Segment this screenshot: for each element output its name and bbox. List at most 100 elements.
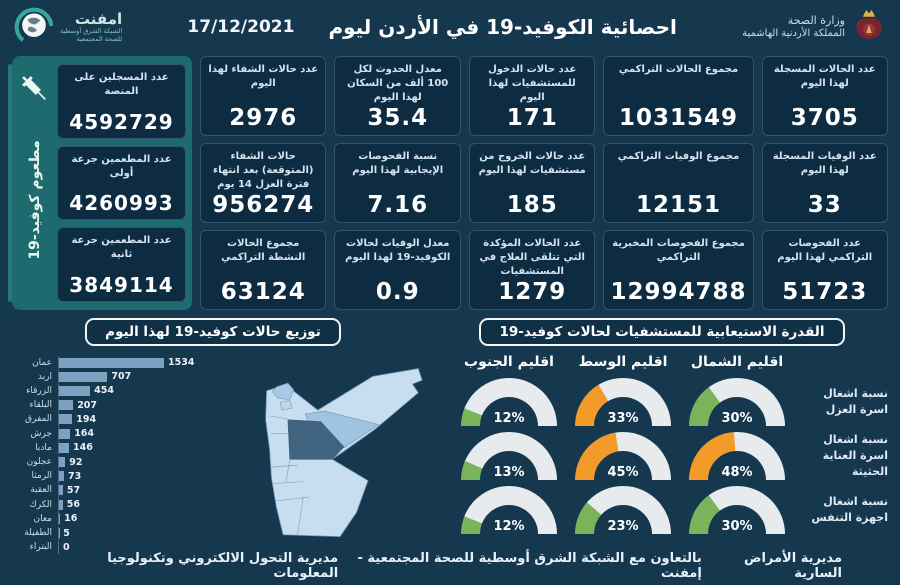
gauge: 30% [689, 486, 785, 534]
bar-value: 146 [73, 442, 93, 454]
stat-label: عدد حالات الدخول للمستشفيات لهذا اليوم [488, 64, 577, 103]
bar-row: معان 16 [0, 512, 228, 526]
gauge-cell: 12% [452, 486, 566, 534]
stat-label: عدد المطعمين جرعة ثانية [71, 235, 172, 261]
stat-label: عدد المطعمين جرعة أولى [71, 153, 172, 179]
stat-column: عدد الحالات المسجلة لهذا اليوم 3705 عدد ال… [761, 56, 888, 310]
bar-row: البلقاء 207 [0, 398, 228, 412]
bar-value: 0 [63, 541, 70, 553]
stat-label: مجموع الحالات النشطة التراكمي [221, 238, 306, 263]
bar [59, 513, 61, 524]
bar-value: 164 [74, 428, 95, 440]
emphnet-sub1: الشبكة الشرق أوسطية [60, 27, 123, 36]
gauge-value: 30% [721, 519, 753, 534]
stat-value: 7.16 [367, 192, 429, 218]
page-title: احصائية الكوفيد-19 في الأردن ليوم [328, 15, 677, 39]
gauge: 45% [575, 432, 671, 480]
stat-card: نسبة الفحوصات الإيجابية لهذا اليوم 7.16 [334, 143, 461, 223]
report-date: 17/12/2021 [187, 17, 295, 37]
bar-zone: 707 [58, 370, 228, 384]
bar-row: عمان 1534 [0, 356, 228, 369]
gauge: 48% [689, 432, 785, 480]
gauge-value: 13% [493, 465, 525, 480]
bar-zone: 73 [58, 469, 228, 483]
stat-label: عدد المسجلين على المنصة [74, 72, 169, 97]
bar-category-label: الزرقاء [26, 385, 52, 396]
bar-category-label: جرش [30, 428, 52, 439]
bar-value: 5 [63, 527, 70, 539]
vaccination-side-label: مطعوم كوفيد-19 [27, 140, 43, 260]
bottom-section: القدرة الاستيعابية للمستشفيات لحالات كوف… [12, 318, 888, 554]
left-accent-bar [8, 64, 12, 302]
bar-chart: عمان 1534 اربد 707 الزرقاء 454 البلقاء 207 المفر… [0, 352, 228, 560]
bar-category-label: الرمثا [31, 471, 53, 482]
bar-row: الرمثا 73 [0, 469, 228, 483]
stat-value: 33 [807, 192, 842, 218]
gauge-cell: 45% [566, 432, 680, 480]
bar-row: جرش 164 [0, 427, 228, 441]
gauge-cell: 30% [680, 378, 794, 426]
bar-zone: 56 [58, 498, 228, 512]
gauge: 12% [461, 378, 557, 426]
bar-row: عجلون 92 [0, 455, 228, 469]
stat-card: معدل الحدوث لكل 100 ألف من السكان لهذا ا… [334, 56, 461, 136]
stat-card: عدد الفحوصات التراكمي لهذا اليوم 51723 [761, 230, 888, 310]
stat-label: مجموع الوفيات التراكمي [617, 151, 740, 162]
vaccination-card: عدد المسجلين على المنصة 4592729 [57, 64, 186, 139]
vaccination-cards: عدد المسجلين على المنصة 4592729 عدد المطعم… [57, 64, 186, 303]
stat-card: حالات الشفاء (المتوقعة) بعد انتهاء فترة … [199, 143, 327, 223]
bar-row: المفرق 194 [0, 412, 228, 426]
gauge-cell: 30% [680, 486, 794, 534]
emphnet-text: امفنت الشبكة الشرق أوسطية للصحة المجتمعي… [60, 10, 122, 44]
gauge-row-label: نسبة اشغال اجهزة التنفس [811, 495, 888, 524]
stat-value: 3705 [790, 105, 859, 131]
bar [59, 457, 66, 468]
bar-category-label: الطفيلة [24, 528, 52, 539]
stat-value: 4260993 [69, 191, 174, 216]
gauge-value: 12% [493, 519, 525, 534]
gauge-row-label: نسبة اشغال اسرة العزل [823, 387, 888, 416]
stat-label: عدد حالات الخروج من مستشفيات لهذا اليوم [478, 151, 586, 176]
bar-category-label: العقبة [30, 485, 52, 496]
stat-label: عدد الوفيات المسجلة لهذا اليوم [772, 151, 877, 176]
stat-value: 35.4 [367, 105, 429, 131]
bar-category-label: المفرق [25, 414, 52, 425]
stat-value: 12151 [635, 192, 721, 218]
vaccination-card: عدد المطعمين جرعة ثانية 3849114 [57, 227, 186, 303]
bar-zone: 454 [58, 384, 228, 398]
stat-card: مجموع الوفيات التراكمي 12151 [603, 143, 754, 223]
stat-value: 12994788 [610, 279, 747, 305]
ministry-block: وزارة الصحة المملكة الأردنية الهاشمية [742, 6, 886, 48]
stat-label: مجموع الحالات التراكمي [618, 64, 739, 75]
bar-row: الكرك 56 [0, 498, 228, 512]
gauge: 13% [461, 432, 557, 480]
bar [59, 442, 69, 453]
stat-label: عدد الحالات المسجلة لهذا اليوم [773, 64, 876, 89]
bar-value: 92 [69, 456, 83, 468]
bar-value: 194 [76, 413, 97, 425]
bar [59, 371, 108, 382]
stat-value: 956274 [212, 192, 315, 218]
bar-row: البتراء 0 [0, 540, 228, 554]
bar-zone: 5 [58, 526, 228, 540]
emphnet-name: امفنت [74, 10, 123, 29]
gauge-value: 30% [721, 411, 753, 426]
stat-column: معدل الحدوث لكل 100 ألف من السكان لهذا ا… [334, 56, 461, 310]
bar-category-label: اربد [37, 371, 52, 382]
bar-category-label: معان [33, 513, 52, 524]
region-header: اقليم الشمال [690, 354, 784, 370]
vaccination-panel: عدد المسجلين على المنصة 4592729 عدد المطعم… [12, 56, 192, 310]
bar-zone: 0 [58, 540, 228, 554]
bar-zone: 146 [58, 441, 228, 455]
header: وزارة الصحة المملكة الأردنية الهاشمية اح… [0, 0, 900, 54]
syringe-icon [22, 76, 46, 100]
stat-column: مجموع الحالات التراكمي 1031549 مجموع الوفي… [603, 56, 754, 310]
case-distribution-block: توزيع حالات كوفيد-19 لهذا اليوم عمان 1534… [0, 318, 426, 554]
gauge-cell: 23% [566, 486, 680, 534]
gauge-value: 45% [607, 465, 639, 480]
bar-row: مادبا 146 [0, 441, 228, 455]
emphnet-sub2: للصحة المجتمعية [76, 35, 123, 43]
jordan-coat-of-arms-icon [856, 10, 882, 39]
bar-zone: 92 [58, 455, 228, 469]
emphnet-globe-icon [14, 7, 54, 47]
